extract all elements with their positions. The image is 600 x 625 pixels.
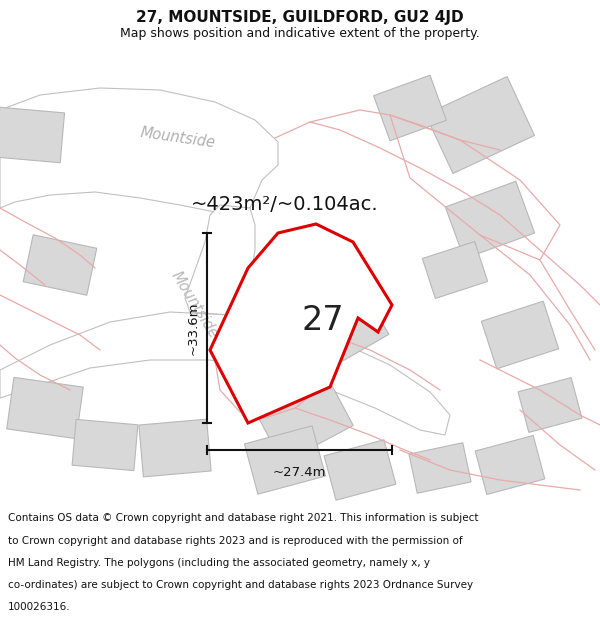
Text: HM Land Registry. The polygons (including the associated geometry, namely x, y: HM Land Registry. The polygons (includin… [8,558,430,568]
Polygon shape [324,440,396,500]
Polygon shape [72,419,138,471]
Text: 100026316.: 100026316. [8,602,70,612]
Text: co-ordinates) are subject to Crown copyright and database rights 2023 Ordnance S: co-ordinates) are subject to Crown copyr… [8,580,473,590]
Text: ~33.6m: ~33.6m [187,301,199,355]
Polygon shape [409,442,471,493]
Polygon shape [481,301,559,369]
Text: 27: 27 [302,304,344,337]
Polygon shape [0,312,450,435]
Text: ~27.4m: ~27.4m [273,466,326,479]
Polygon shape [422,241,488,299]
Text: Contains OS data © Crown copyright and database right 2021. This information is : Contains OS data © Crown copyright and d… [8,513,478,523]
Polygon shape [475,436,545,494]
Polygon shape [210,224,392,423]
Polygon shape [0,88,278,212]
Polygon shape [185,205,255,315]
Text: ~423m²/~0.104ac.: ~423m²/~0.104ac. [191,196,379,214]
Polygon shape [139,419,211,477]
Polygon shape [257,377,353,463]
Text: to Crown copyright and database rights 2023 and is reproduced with the permissio: to Crown copyright and database rights 2… [8,536,463,546]
Polygon shape [0,107,65,162]
Polygon shape [425,76,535,174]
Text: 27, MOUNTSIDE, GUILDFORD, GU2 4JD: 27, MOUNTSIDE, GUILDFORD, GU2 4JD [136,10,464,25]
Polygon shape [374,75,446,141]
Polygon shape [251,261,389,389]
Text: Map shows position and indicative extent of the property.: Map shows position and indicative extent… [120,27,480,40]
Text: Mountside: Mountside [139,125,217,151]
Polygon shape [518,378,582,432]
Text: Mountside: Mountside [169,269,221,341]
Polygon shape [244,426,326,494]
Polygon shape [7,378,83,439]
Polygon shape [445,181,535,259]
Polygon shape [23,235,97,295]
